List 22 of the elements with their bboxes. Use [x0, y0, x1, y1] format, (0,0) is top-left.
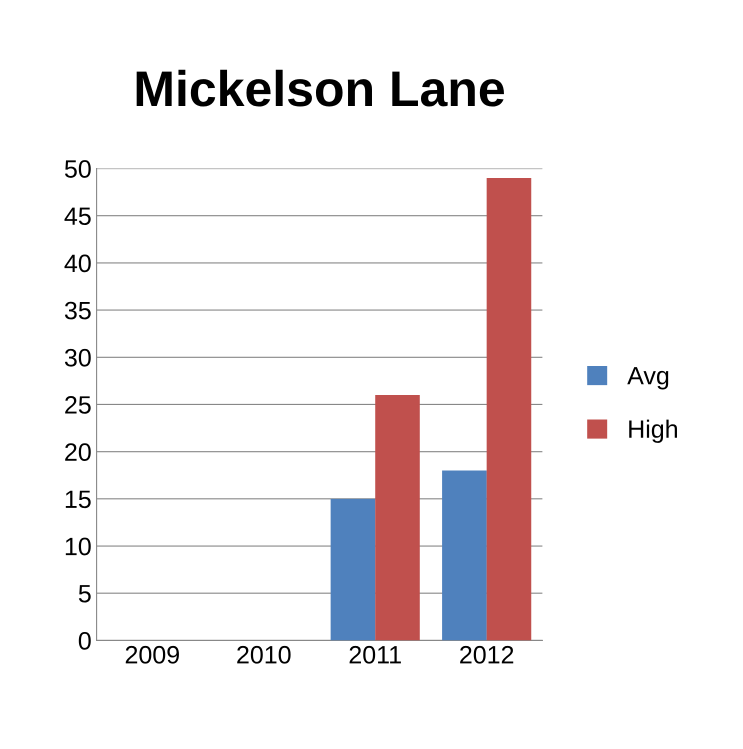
legend-label: High — [629, 420, 677, 443]
bar — [375, 395, 420, 640]
x-tick-label: 2009 — [126, 646, 179, 664]
y-tick-label: 45 — [64, 208, 91, 226]
y-tick-label: 40 — [64, 254, 91, 272]
y-tick-label: 20 — [65, 443, 91, 461]
y-tick-label: 10 — [66, 538, 91, 556]
y-tick-label: 50 — [64, 160, 91, 178]
y-tick-label: 35 — [64, 302, 91, 320]
bar — [442, 470, 487, 640]
y-tick-label: 5 — [78, 585, 91, 603]
x-tick-label: 2010 — [237, 646, 291, 664]
y-tick-label: 0 — [78, 632, 91, 650]
x-tick-label: 2011 — [350, 646, 401, 664]
bar — [330, 498, 376, 640]
bar — [486, 178, 532, 640]
x-tick-label: 2012 — [460, 646, 514, 664]
legend-label: Avg — [627, 367, 668, 390]
chart-title: Mickelson Lane — [136, 70, 504, 107]
y-tick-label: 15 — [66, 490, 91, 508]
y-tick-label: 30 — [64, 348, 91, 367]
y-tick-label: 25 — [65, 396, 91, 414]
